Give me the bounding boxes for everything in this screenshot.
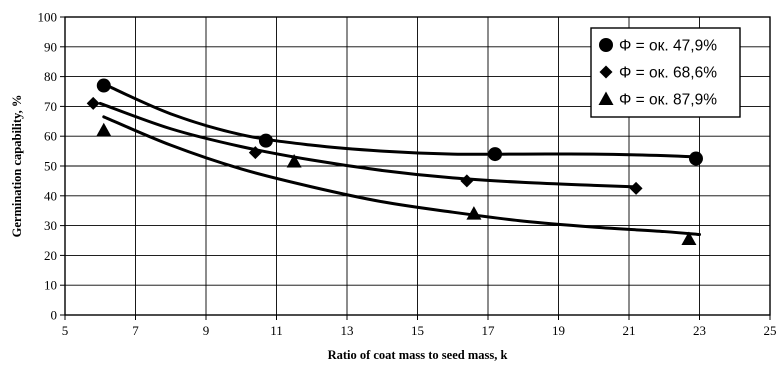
y-tick-label: 40 [44, 188, 57, 203]
data-point-diamond [629, 181, 643, 195]
x-tick-label: 21 [623, 323, 636, 338]
data-point-circle [688, 151, 703, 166]
y-tick-label: 100 [38, 10, 58, 25]
data-markers [86, 78, 703, 246]
tick-labels: 5 7 9 11 13 15 17 19 21 23 25 0 10 20 30 40 50 60 70 80 90 10… [38, 10, 777, 339]
y-tick-label: 50 [44, 159, 57, 174]
data-point-triangle [466, 206, 482, 220]
trend-curve-triangle [102, 115, 701, 237]
data-point-diamond [248, 146, 262, 160]
y-tick-label: 80 [44, 69, 57, 84]
y-tick-label: 20 [44, 248, 57, 263]
trend-curve-circle [102, 82, 701, 159]
y-tick-label: 70 [44, 99, 57, 114]
x-tick-label: 11 [270, 323, 283, 338]
data-point-triangle [96, 122, 112, 137]
x-tick-label: 23 [693, 323, 706, 338]
data-point-triangle [681, 231, 697, 246]
legend-marker-triangle [598, 91, 614, 105]
y-tick-label: 90 [44, 39, 57, 54]
x-tick-label: 15 [411, 323, 424, 338]
legend-label-circle: Φ = ок. 47,9% [619, 38, 717, 55]
y-axis-title: Germination capability, % [10, 95, 24, 238]
legend-box [590, 27, 741, 118]
y-tick-label: 60 [44, 129, 57, 144]
x-tick-label: 13 [341, 323, 354, 338]
x-tick-label: 17 [482, 323, 496, 338]
x-tick-label: 9 [203, 323, 210, 338]
x-tick-label: 25 [764, 323, 777, 338]
legend-label-triangle: Φ = ок. 87,9% [619, 92, 717, 109]
data-point-diamond [86, 96, 100, 110]
trend-curve-diamond [98, 101, 638, 189]
data-point-circle [96, 78, 111, 93]
y-tick-label: 0 [51, 308, 58, 323]
y-tick-label: 10 [44, 278, 57, 293]
x-axis-title: Ratio of coat mass to seed mass, k [328, 348, 508, 362]
data-point-diamond [460, 174, 474, 188]
legend: Φ = ок. 47,9% Φ = ок. 68,6% Φ = ок. 87,9% [590, 27, 741, 118]
y-tick-label: 30 [44, 218, 57, 233]
x-tick-label: 7 [132, 323, 139, 338]
x-tick-label: 5 [62, 323, 69, 338]
legend-marker-diamond [599, 65, 613, 79]
legend-label-diamond: Φ = ок. 68,6% [619, 65, 717, 82]
legend-marker-circle [599, 38, 613, 52]
data-point-triangle [286, 154, 302, 168]
data-point-circle [258, 133, 273, 148]
data-point-circle [488, 147, 503, 162]
x-tick-label: 19 [552, 323, 565, 338]
trend-curves [98, 82, 701, 237]
